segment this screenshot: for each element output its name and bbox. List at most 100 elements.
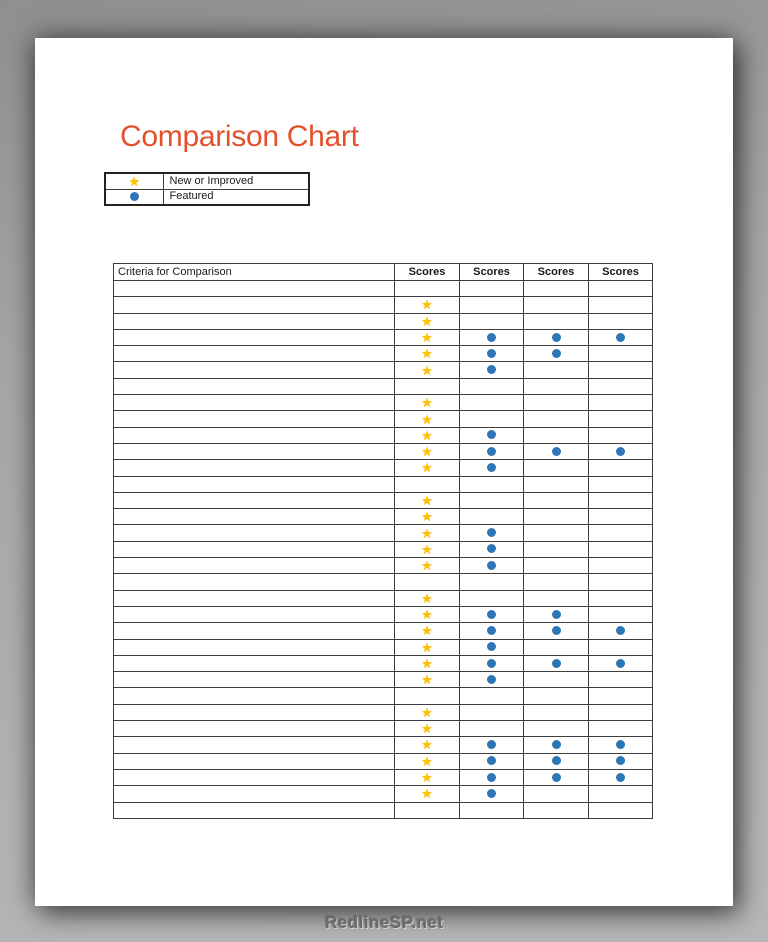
score-cell xyxy=(459,622,524,640)
table-row: ★ xyxy=(113,426,653,444)
table-header-row: Criteria for Comparison Scores Scores Sc… xyxy=(113,263,653,281)
score-cell: ★ xyxy=(394,328,460,347)
score-cell xyxy=(588,426,653,444)
criteria-cell xyxy=(113,687,395,705)
table-row: ★ xyxy=(113,296,653,314)
score-cell: ★ xyxy=(394,426,460,444)
legend-row-featured: Featured xyxy=(104,188,310,206)
comparison-table: Criteria for Comparison Scores Scores Sc… xyxy=(113,263,653,819)
score-cell xyxy=(523,312,589,330)
criteria-header: Criteria for Comparison xyxy=(113,263,395,281)
table-row: ★ xyxy=(113,491,653,510)
star-icon: ★ xyxy=(421,362,433,378)
score-cell xyxy=(459,752,524,770)
scores-header: Scores xyxy=(523,263,589,281)
comparison-table-body: ★ ★ ★ ★ ★ ★ ★ ★ ★ ★ ★ ★ ★ ★ ★ ★ ★ ★ ★ ★ ★ ★ ★ ★ ★ ★ ★ xyxy=(113,279,653,819)
score-cell xyxy=(459,328,524,347)
score-cell xyxy=(459,459,524,477)
score-cell: ★ xyxy=(394,605,460,624)
score-cell xyxy=(523,557,589,575)
score-cell: ★ xyxy=(394,296,460,314)
score-cell xyxy=(523,540,589,559)
table-row: ★ xyxy=(113,720,653,738)
featured-dot-icon xyxy=(487,658,496,668)
legend-icon-cell xyxy=(104,188,164,206)
score-cell xyxy=(588,508,653,526)
score-cell xyxy=(459,361,524,379)
table-row xyxy=(113,279,653,298)
criteria-cell xyxy=(113,557,395,575)
score-cell xyxy=(588,410,653,428)
table-row: ★ xyxy=(113,410,653,428)
score-cell xyxy=(459,785,524,803)
score-cell xyxy=(523,459,589,477)
score-cell: ★ xyxy=(394,442,460,461)
criteria-cell xyxy=(113,361,395,379)
star-icon: ★ xyxy=(421,721,433,737)
watermark: RedlineSP.net xyxy=(325,913,444,932)
criteria-cell xyxy=(113,801,395,819)
score-cell xyxy=(523,801,589,819)
score-cell xyxy=(523,410,589,428)
score-cell: ★ xyxy=(394,622,460,640)
star-icon: ★ xyxy=(421,704,433,720)
score-cell xyxy=(459,394,524,412)
score-cell xyxy=(523,524,589,542)
score-cell: ★ xyxy=(394,785,460,803)
featured-dot-icon xyxy=(129,191,139,201)
featured-dot-icon xyxy=(616,772,625,782)
document-page: Comparison Chart ★ New or Improved Featu… xyxy=(35,38,733,906)
criteria-cell xyxy=(113,296,395,314)
score-cell xyxy=(588,442,653,461)
criteria-cell xyxy=(113,410,395,428)
criteria-cell xyxy=(113,720,395,738)
score-cell xyxy=(523,671,589,689)
score-cell xyxy=(523,475,589,493)
star-icon: ★ xyxy=(421,655,433,671)
score-cell xyxy=(523,345,589,363)
scores-header: Scores xyxy=(394,263,460,281)
score-cell xyxy=(459,720,524,738)
score-cell xyxy=(588,703,653,722)
score-cell xyxy=(394,279,460,298)
score-cell xyxy=(523,752,589,770)
star-icon: ★ xyxy=(421,672,433,688)
score-cell xyxy=(588,785,653,803)
score-cell xyxy=(523,589,589,607)
featured-dot-icon xyxy=(551,625,561,635)
score-cell xyxy=(459,345,524,363)
criteria-cell xyxy=(113,785,395,803)
scores-header: Scores xyxy=(459,263,524,281)
table-row: ★ xyxy=(113,785,653,803)
score-cell xyxy=(459,426,524,444)
star-icon: ★ xyxy=(421,509,433,525)
table-row: ★ xyxy=(113,752,653,770)
page-title: Comparison Chart xyxy=(120,120,359,153)
featured-dot-icon xyxy=(487,560,496,570)
featured-dot-icon xyxy=(487,625,496,635)
featured-dot-icon xyxy=(616,740,625,750)
score-cell xyxy=(588,540,653,559)
score-cell xyxy=(523,442,589,461)
featured-dot-icon xyxy=(616,625,625,635)
score-cell xyxy=(459,491,524,510)
featured-dot-icon xyxy=(487,788,496,798)
criteria-cell xyxy=(113,605,395,624)
criteria-cell xyxy=(113,426,395,444)
score-cell xyxy=(523,736,589,754)
score-cell: ★ xyxy=(394,491,460,510)
score-cell xyxy=(588,279,653,298)
star-icon: ★ xyxy=(128,173,141,189)
score-cell xyxy=(588,491,653,510)
criteria-cell xyxy=(113,768,395,787)
score-cell xyxy=(588,394,653,412)
score-cell xyxy=(523,328,589,347)
table-row: ★ xyxy=(113,312,653,330)
score-cell xyxy=(588,752,653,770)
score-cell xyxy=(394,573,460,591)
score-cell xyxy=(588,589,653,607)
score-cell xyxy=(523,426,589,444)
criteria-cell xyxy=(113,589,395,607)
score-cell xyxy=(523,785,589,803)
score-cell xyxy=(459,654,524,673)
